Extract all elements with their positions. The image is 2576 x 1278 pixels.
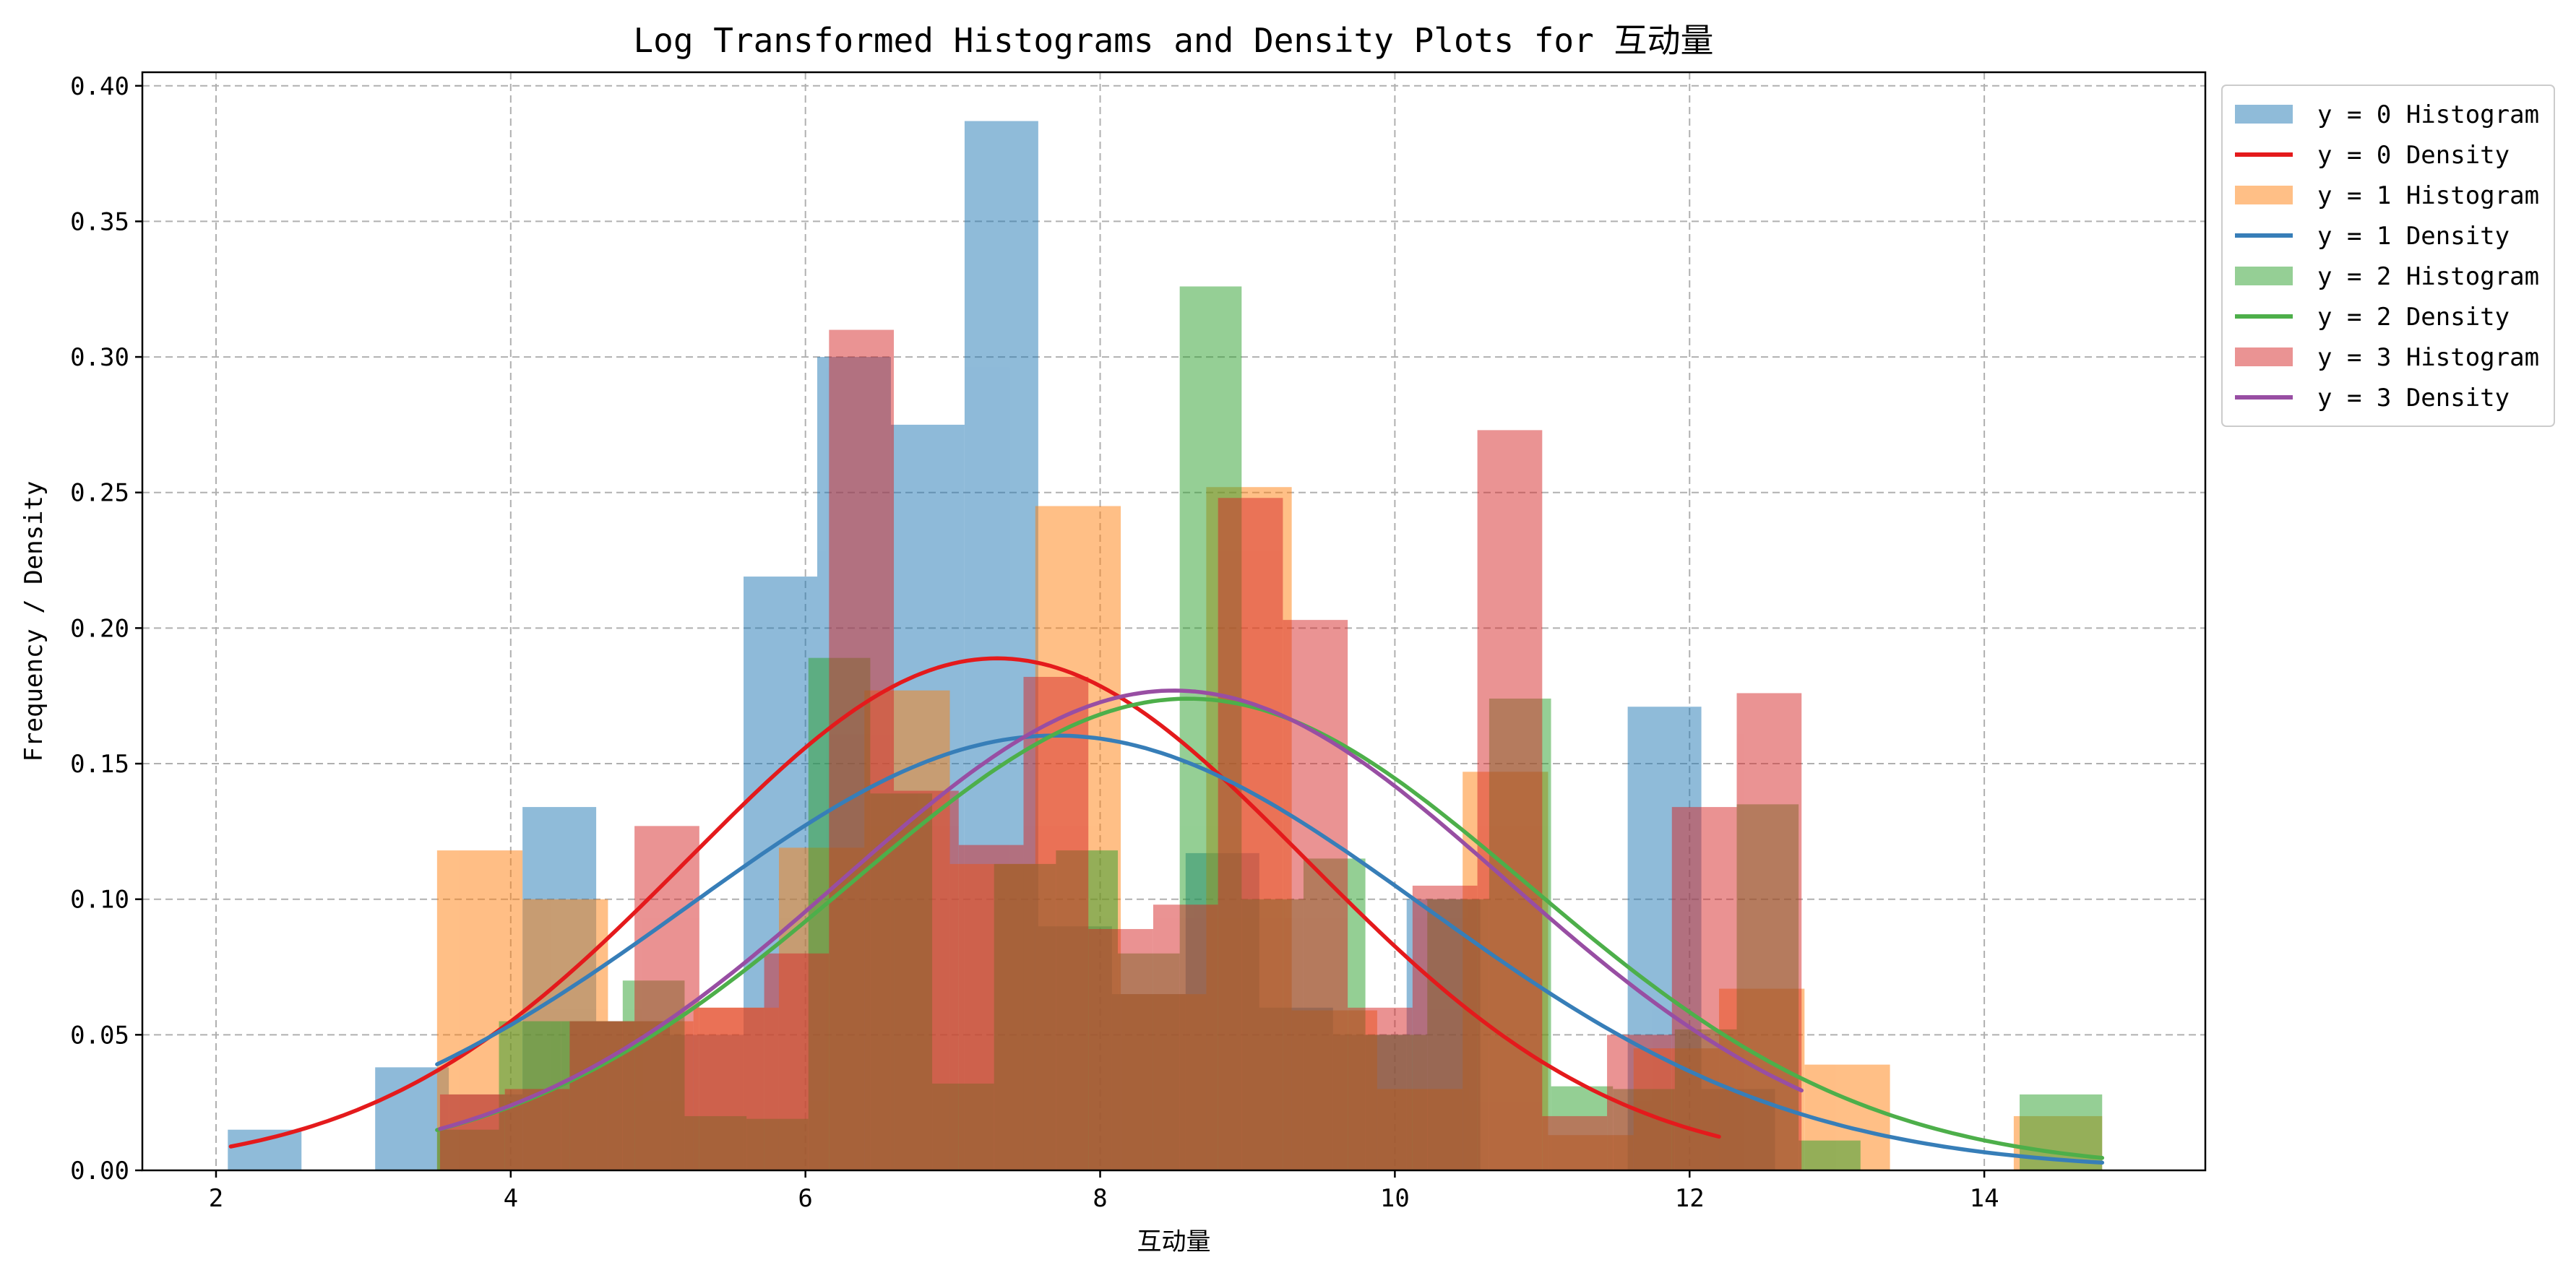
histogram-bar [1542,1115,1608,1170]
legend-swatch-histogram [2235,105,2293,124]
histogram-bar [699,1007,764,1170]
histogram-bar [569,1021,635,1170]
density-curve-1 [435,733,2105,1165]
plot-area-frame [141,71,2207,1172]
legend-label: y = 2 Density [2317,303,2510,332]
legend-label: y = 1 Histogram [2317,181,2539,210]
y-tick-label: 0.05 [70,1021,129,1050]
histogram-bar [829,329,895,1170]
histogram-bar [228,1129,302,1170]
y-tick-label: 0.00 [70,1157,129,1186]
histogram-bars [228,121,2103,1171]
legend-swatch-histogram [2235,186,2293,204]
legend: y = 0 Histogram y = 0 Density y = 1 Histog… [2221,85,2555,427]
histogram-bar [1023,676,1089,1170]
histogram-bar [1736,693,1802,1170]
y-tick-label: 0.10 [70,886,129,915]
x-tick-label: 14 [1970,1184,1999,1213]
legend-label: y = 1 Density [2317,222,2510,251]
histogram-bar [504,1089,570,1170]
legend-label: y = 3 Histogram [2317,343,2539,372]
histogram-bar [1348,1007,1413,1170]
legend-swatch-histogram [2235,347,2293,366]
legend-label: y = 2 Histogram [2317,262,2539,291]
x-tick-label: 2 [209,1184,223,1213]
histogram-bar [1671,807,1737,1170]
x-tick-label: 8 [1093,1184,1107,1213]
histogram-bar [1412,885,1478,1170]
legend-label: y = 3 Density [2317,384,2510,413]
histogram-bar [1218,498,1283,1170]
chart-title: Log Transformed Histograms and Density P… [633,21,1713,60]
y-axis-ticks: 0.00 0.05 0.10 0.15 0.20 0.25 0.30 0.35 0.40 [70,72,142,1186]
density-curve-3 [438,688,1804,1131]
x-tick-label: 10 [1380,1184,1410,1213]
histogram-bar [1088,928,1153,1170]
legend-box [2221,85,2555,427]
y-tick-label: 0.30 [70,343,129,372]
histogram-bar [1283,620,1348,1170]
x-tick-label: 6 [798,1184,812,1213]
x-axis-label: 互动量 [1137,1227,1211,1256]
x-tick-label: 12 [1675,1184,1705,1213]
y-tick-label: 0.15 [70,750,129,779]
histogram-series-3 [439,329,1802,1170]
y-tick-label: 0.35 [70,207,129,236]
histogram-bar [958,845,1024,1170]
legend-label: y = 0 Histogram [2317,100,2539,129]
histogram-bar [1799,1140,1861,1170]
x-tick-label: 4 [504,1184,518,1213]
x-axis-ticks: 2 4 6 8 10 12 14 [209,1170,1999,1213]
histogram-bar [894,790,959,1170]
density-curves [228,656,2105,1165]
y-tick-label: 0.40 [70,72,129,101]
histogram-bar [1153,904,1218,1170]
histogram-bar [439,1094,505,1170]
histogram-bar [1477,430,1543,1170]
y-tick-label: 0.20 [70,614,129,643]
histogram-bar [634,826,699,1170]
legend-label: y = 0 Density [2317,141,2510,170]
y-axis-label: Frequency / Density [20,481,48,762]
legend-swatch-histogram [2235,267,2293,285]
histogram-bar [764,953,830,1170]
y-tick-label: 0.25 [70,479,129,508]
